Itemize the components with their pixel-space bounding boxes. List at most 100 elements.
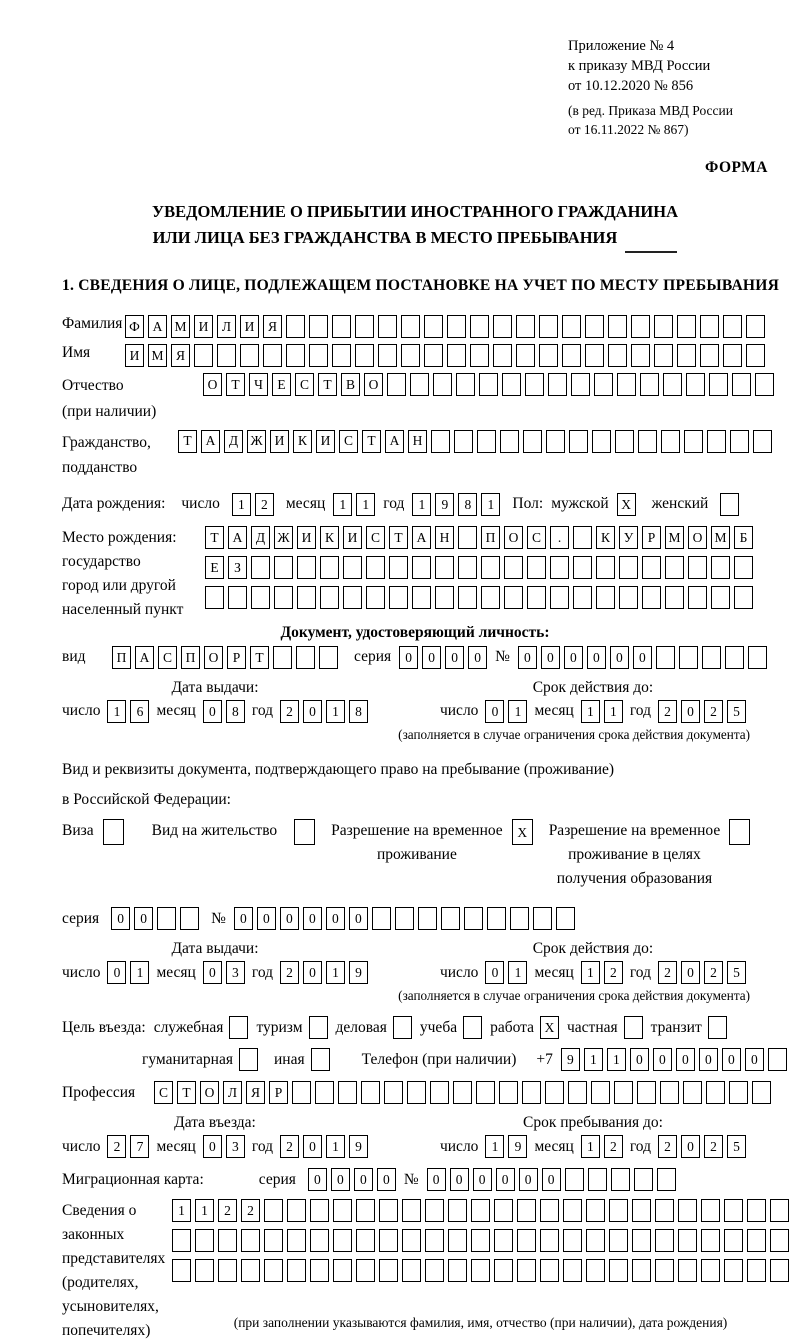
char-box[interactable] bbox=[241, 1229, 260, 1253]
char-box[interactable] bbox=[205, 585, 224, 609]
char-box[interactable] bbox=[585, 315, 604, 339]
char-box[interactable] bbox=[274, 585, 293, 609]
char-box[interactable]: 1 bbox=[231, 492, 251, 516]
char-box[interactable] bbox=[619, 555, 638, 579]
char-box[interactable]: 2 bbox=[704, 1135, 723, 1159]
char-box[interactable]: 0 bbox=[399, 645, 419, 669]
char-box[interactable]: 0 bbox=[517, 645, 537, 669]
char-box[interactable]: 1 bbox=[485, 1135, 505, 1159]
char-box[interactable]: И bbox=[316, 429, 335, 453]
char-box[interactable] bbox=[241, 1259, 260, 1283]
char-box[interactable]: 1 bbox=[195, 1199, 214, 1223]
char-box[interactable] bbox=[471, 1199, 490, 1223]
char-box[interactable] bbox=[747, 1259, 766, 1283]
temp-residence-checkbox[interactable]: X bbox=[511, 819, 533, 846]
char-box[interactable] bbox=[309, 344, 328, 368]
char-box[interactable] bbox=[678, 1199, 697, 1223]
char-box[interactable]: 5 bbox=[727, 961, 746, 985]
char-box[interactable] bbox=[632, 1229, 651, 1253]
char-box[interactable]: А bbox=[135, 645, 154, 669]
char-box[interactable] bbox=[366, 555, 385, 579]
char-box[interactable]: 0 bbox=[485, 699, 505, 723]
char-box[interactable] bbox=[656, 1168, 676, 1192]
male-checkbox[interactable]: X bbox=[616, 492, 636, 516]
char-box[interactable] bbox=[573, 585, 592, 609]
char-box[interactable] bbox=[333, 1199, 352, 1223]
char-box[interactable] bbox=[709, 373, 728, 397]
work-checkbox[interactable]: X bbox=[540, 1016, 559, 1040]
char-box[interactable]: 0 bbox=[485, 961, 505, 985]
char-box[interactable] bbox=[218, 1229, 237, 1253]
char-box[interactable]: Л bbox=[217, 315, 236, 339]
char-box[interactable] bbox=[701, 645, 721, 669]
char-box[interactable]: 1 bbox=[580, 961, 600, 985]
char-box[interactable]: М bbox=[665, 525, 684, 549]
char-box[interactable]: 3 bbox=[225, 1135, 245, 1159]
char-box[interactable] bbox=[401, 344, 420, 368]
char-box[interactable]: К bbox=[596, 525, 615, 549]
char-box[interactable] bbox=[747, 1229, 766, 1253]
char-box[interactable] bbox=[470, 344, 489, 368]
char-box[interactable] bbox=[686, 373, 705, 397]
char-box[interactable]: С bbox=[295, 373, 314, 397]
char-box[interactable] bbox=[477, 429, 496, 453]
char-box[interactable] bbox=[424, 344, 443, 368]
char-box[interactable]: 0 bbox=[202, 961, 222, 985]
char-box[interactable]: 1 bbox=[508, 961, 528, 985]
char-box[interactable]: С bbox=[154, 1081, 173, 1105]
char-box[interactable] bbox=[195, 1229, 214, 1253]
char-box[interactable] bbox=[573, 525, 592, 549]
char-box[interactable]: 2 bbox=[280, 699, 300, 723]
char-box[interactable] bbox=[471, 1229, 490, 1253]
char-box[interactable] bbox=[458, 525, 477, 549]
char-box[interactable]: Я bbox=[171, 344, 190, 368]
other-checkbox[interactable] bbox=[310, 1048, 330, 1072]
char-box[interactable] bbox=[387, 373, 406, 397]
char-box[interactable] bbox=[550, 585, 569, 609]
char-box[interactable] bbox=[251, 585, 270, 609]
char-box[interactable] bbox=[610, 1168, 630, 1192]
char-box[interactable] bbox=[642, 555, 661, 579]
char-box[interactable] bbox=[356, 1229, 375, 1253]
char-box[interactable] bbox=[356, 1259, 375, 1283]
char-box[interactable] bbox=[655, 645, 675, 669]
char-box[interactable] bbox=[435, 585, 454, 609]
char-box[interactable] bbox=[539, 315, 558, 339]
char-box[interactable] bbox=[677, 344, 696, 368]
char-box[interactable]: Н bbox=[408, 429, 427, 453]
char-box[interactable]: 8 bbox=[349, 699, 369, 723]
char-box[interactable] bbox=[562, 315, 581, 339]
char-box[interactable]: 0 bbox=[111, 907, 131, 931]
char-box[interactable]: 8 bbox=[458, 492, 478, 516]
char-box[interactable] bbox=[631, 344, 650, 368]
char-box[interactable]: 0 bbox=[202, 699, 222, 723]
char-box[interactable] bbox=[609, 1259, 628, 1283]
char-box[interactable] bbox=[402, 1199, 421, 1223]
char-box[interactable] bbox=[338, 1081, 357, 1105]
char-box[interactable]: Ж bbox=[274, 525, 293, 549]
char-box[interactable]: М bbox=[171, 315, 190, 339]
char-box[interactable]: Р bbox=[227, 645, 246, 669]
char-box[interactable] bbox=[608, 344, 627, 368]
char-box[interactable] bbox=[592, 429, 611, 453]
char-box[interactable] bbox=[615, 429, 634, 453]
char-box[interactable] bbox=[504, 585, 523, 609]
char-box[interactable] bbox=[425, 1229, 444, 1253]
char-box[interactable]: 0 bbox=[303, 1135, 323, 1159]
char-box[interactable]: 0 bbox=[681, 1135, 700, 1159]
char-box[interactable] bbox=[608, 315, 627, 339]
char-box[interactable] bbox=[287, 1199, 306, 1223]
char-box[interactable] bbox=[755, 373, 774, 397]
char-box[interactable] bbox=[678, 1259, 697, 1283]
char-box[interactable]: Я bbox=[246, 1081, 265, 1105]
char-box[interactable]: А bbox=[148, 315, 167, 339]
char-box[interactable]: 1 bbox=[580, 1135, 600, 1159]
char-box[interactable]: 2 bbox=[280, 961, 300, 985]
char-box[interactable] bbox=[356, 1199, 375, 1223]
char-box[interactable] bbox=[770, 1259, 789, 1283]
char-box[interactable] bbox=[394, 907, 414, 931]
char-box[interactable]: Ж bbox=[247, 429, 266, 453]
char-box[interactable] bbox=[585, 344, 604, 368]
char-box[interactable] bbox=[448, 1199, 467, 1223]
char-box[interactable] bbox=[522, 1081, 541, 1105]
